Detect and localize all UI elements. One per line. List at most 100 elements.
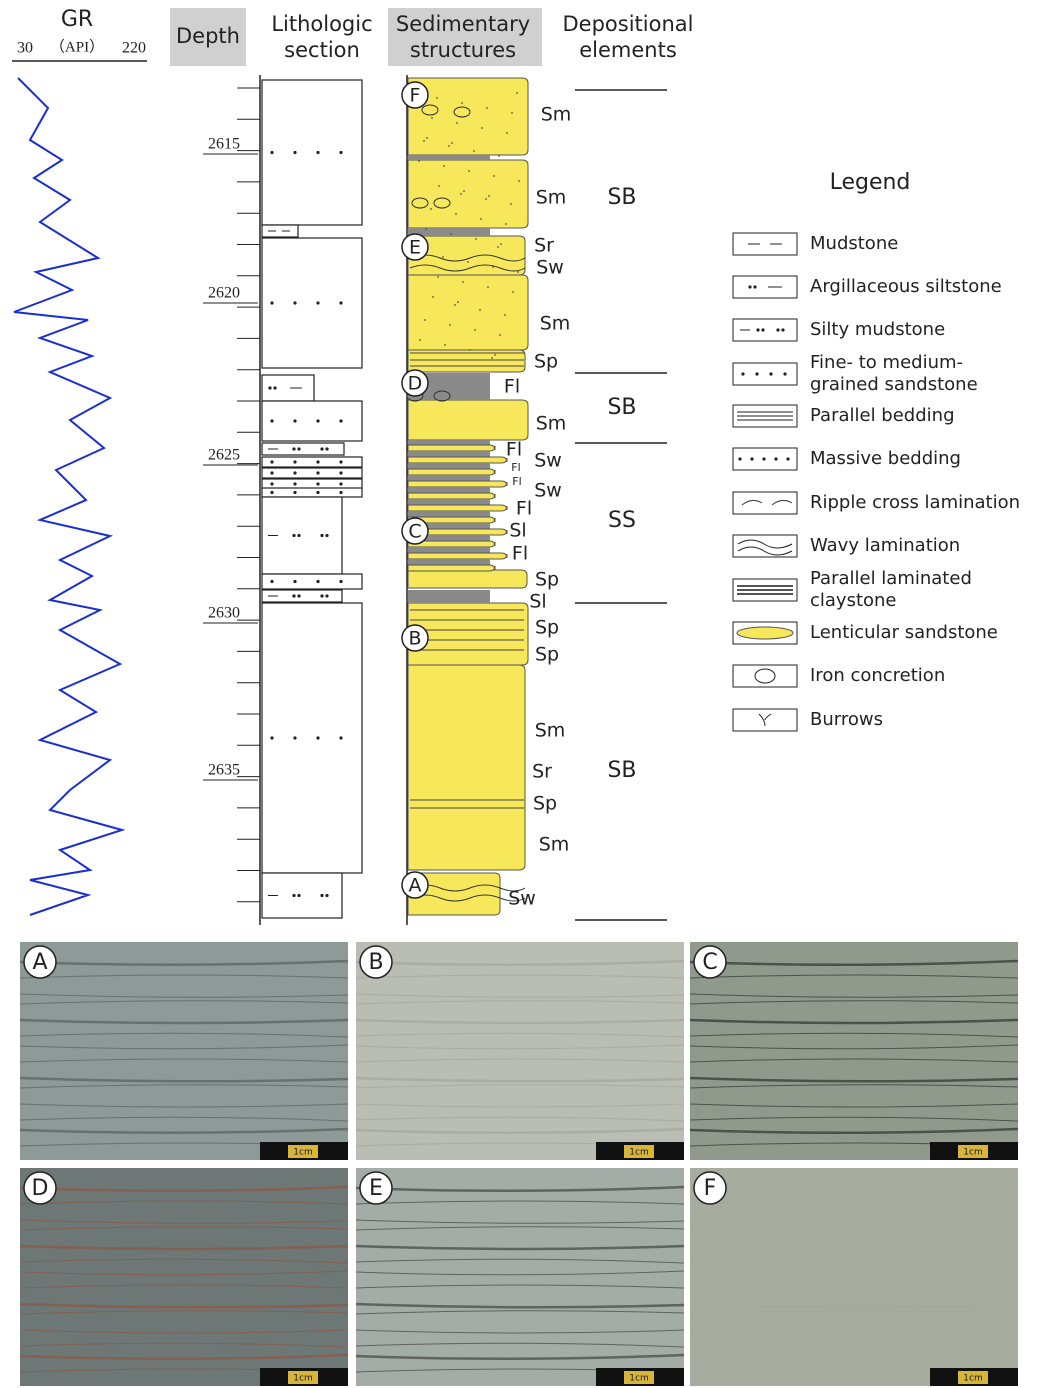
litho-dot [325,534,328,537]
litho-dot [270,736,273,739]
photo-label: C [702,950,717,975]
legend-symbol [733,233,797,255]
litho-dot [293,491,296,494]
core-marker: E [409,237,421,259]
litho-dot [339,491,342,494]
sand-dot [461,102,463,104]
gr-scale-max: 220 [122,40,146,57]
core-marker: B [408,628,421,650]
litho-dot [270,471,273,474]
litho-dot [339,471,342,474]
photo-label: F [704,1176,717,1201]
sand-lamina [408,481,507,487]
sand-dot [451,142,453,144]
column-header: section [284,38,360,62]
legend-label: Lenticular sandstone [810,622,998,643]
sand-dot [463,190,465,192]
litho-dot [292,534,295,537]
sand-dot [468,170,470,172]
sand-dot [431,117,433,119]
structure-label: Fl [512,543,528,565]
legend-label: Silty mudstone [810,319,945,340]
litho-dot [339,460,342,463]
sand-dot [512,291,514,293]
legend-label: Fine- to medium- [810,352,963,373]
litho-dot [293,151,296,154]
litho-dot [781,328,784,331]
photo-label: A [32,950,47,975]
legend-label: grained sandstone [810,374,978,395]
litho-dot [339,301,342,304]
litho-dot [270,460,273,463]
sand-bed [408,400,528,440]
litho-bed [262,488,362,497]
depth-label: 2620 [208,285,240,302]
element-label: SB [607,758,636,783]
structure-label: Sr [532,761,552,783]
core-marker: C [408,521,421,543]
structure-label: Sl [509,520,526,542]
sand-dot [498,155,500,157]
legend-label: Ripple cross lamination [810,492,1020,513]
sand-bed [408,275,528,350]
litho-dot [320,894,323,897]
litho-dot [339,482,342,485]
litho-bed [262,457,362,467]
scale-label: 1cm [629,1374,648,1384]
sand-bed [408,570,527,588]
structure-label: Fl [504,376,520,398]
sand-dot [518,180,520,182]
sand-dot [493,175,495,177]
legend-label: Burrows [810,709,883,730]
litho-dot [316,491,319,494]
core-photo [690,1168,1018,1386]
depth-label: 2615 [208,136,240,153]
sand-dot [457,301,459,303]
litho-dot [270,151,273,154]
structure-label: Fl [511,461,520,474]
structure-label: Sm [541,104,572,126]
legend-label: Argillaceous siltstone [810,276,1002,297]
litho-dot [776,328,779,331]
litho-dot [339,580,342,583]
legend-label: Wavy lamination [810,535,960,556]
sand-dot [486,107,488,109]
figure: GR30（API）220DepthLithologicsectionSedime… [0,0,1045,1388]
litho-dot [316,419,319,422]
sand-dot [450,233,452,235]
column-header: structures [410,38,516,62]
sand-dot [467,261,469,263]
litho-dot [297,534,300,537]
structure-label: Sw [536,257,564,279]
litho-dot [320,447,323,450]
sand-dot [456,122,458,124]
litho-dot [293,482,296,485]
mud-bed [408,590,490,603]
litho-dot [738,457,741,460]
litho-dot [320,594,323,597]
sand-dot [462,281,464,283]
photo-label: D [32,1176,49,1201]
litho-dot [339,419,342,422]
litho-dot [741,372,744,375]
litho-dot [273,386,276,389]
scale-label: 1cm [963,1148,982,1158]
legend-label: Iron concretion [810,665,945,686]
legend-label: Parallel laminated [810,568,972,589]
element-label: SB [607,185,636,210]
sand-dot [479,309,481,311]
litho-dot [316,151,319,154]
sand-bed [408,160,528,228]
sand-dot [475,238,477,240]
sand-dot [485,198,487,200]
litho-dot [292,894,295,897]
sand-dot [488,195,490,197]
litho-dot [293,419,296,422]
litho-dot [316,471,319,474]
legend-label: claystone [810,590,897,611]
sand-dot [480,218,482,220]
litho-dot [339,736,342,739]
mud-bed [408,547,490,553]
sand-dot [430,208,432,210]
sand-dot [423,140,425,142]
